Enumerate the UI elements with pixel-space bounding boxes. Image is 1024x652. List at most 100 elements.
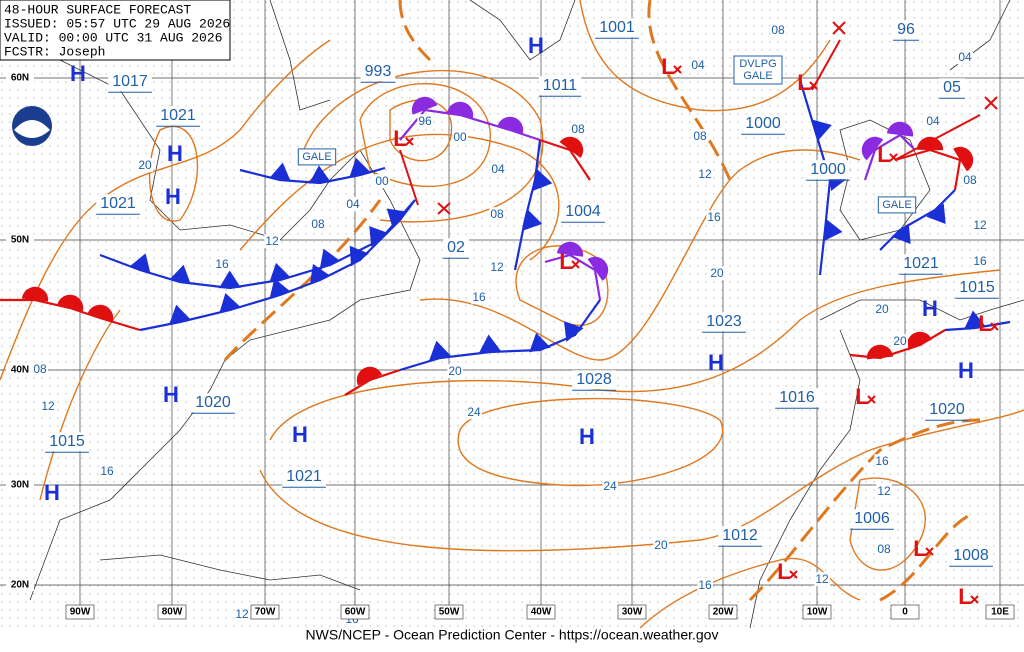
low-center: L — [855, 384, 868, 409]
header-line: FCSTR: Joseph — [4, 44, 105, 59]
pressure-label-box — [96, 194, 140, 214]
isobar-label: 20 — [710, 266, 724, 280]
low-center: L — [913, 536, 926, 561]
isobar-label: 16 — [100, 464, 114, 478]
isobar-label: 20 — [875, 302, 889, 316]
pressure-label: 1020 — [929, 401, 965, 418]
high-center: H — [44, 480, 60, 505]
warning-label: GALE — [743, 70, 772, 82]
longitude-label: 40W — [531, 607, 552, 618]
longitude-label: 60W — [345, 607, 366, 618]
pressure-label: 1017 — [112, 73, 148, 90]
pressure-label-box — [925, 400, 969, 420]
isobar-label: 16 — [215, 257, 229, 271]
longitude-label: 30W — [622, 607, 643, 618]
isobar-label: 16 — [472, 290, 486, 304]
low-center: L — [797, 70, 810, 95]
longitude-label-bg — [340, 604, 370, 620]
pressure-label: 02 — [447, 239, 465, 256]
pressure-label: 1015 — [49, 433, 85, 450]
warning-box — [297, 148, 337, 166]
pressure-label: 1020 — [195, 394, 231, 411]
isobar-label-bg — [972, 254, 988, 269]
isobar-label: 16 — [973, 254, 987, 268]
isobar-label: 96 — [418, 114, 432, 128]
isobar-label: 24 — [603, 479, 617, 493]
noaa-logo — [12, 106, 52, 146]
isobar-label-bg — [892, 334, 908, 349]
pressure-label: 1028 — [576, 371, 612, 388]
isobar-label-bg — [264, 234, 280, 249]
longitude-label: 50W — [439, 607, 460, 618]
low-x — [970, 595, 979, 604]
pressure-label-box — [775, 388, 819, 408]
pressure-label-box — [538, 76, 582, 96]
isobar-label: 08 — [311, 217, 325, 231]
low-x — [990, 322, 999, 331]
isobar-label: 00 — [375, 174, 389, 188]
low-x — [809, 81, 818, 90]
isobar-label-bg — [471, 290, 487, 305]
fronts — [0, 79, 1011, 396]
latitude-label-bg — [6, 364, 34, 376]
pressure-label: 1000 — [745, 115, 781, 132]
pressure-label: 1006 — [854, 510, 890, 527]
isobar-label: 20 — [654, 538, 668, 552]
isobar-label: 20 — [138, 158, 152, 172]
longitude-label-bg — [890, 604, 920, 620]
pressure-label-box — [955, 278, 999, 298]
pressure-label: 1008 — [953, 547, 989, 564]
isobar-label-bg — [40, 399, 56, 414]
isobar-label-bg — [489, 207, 505, 222]
pressure-label: 993 — [365, 63, 392, 80]
isobar-label: 08 — [877, 542, 891, 556]
isobar-label-bg — [447, 364, 463, 379]
low-x — [867, 395, 876, 404]
longitude-label-bg — [617, 604, 647, 620]
high-center: H — [528, 33, 544, 58]
warning-label: GALE — [882, 199, 911, 211]
longitude-label: 20W — [713, 607, 734, 618]
isobar-label-bg — [770, 23, 786, 38]
low-x — [673, 65, 682, 74]
high-center: H — [163, 382, 179, 407]
low-x — [571, 260, 580, 269]
isobar-label-bg — [137, 158, 153, 173]
isobar-label: 04 — [346, 197, 360, 211]
isobar-label-bg — [957, 50, 973, 65]
isobar-label: 16 — [707, 210, 721, 224]
warning-box — [877, 196, 917, 214]
high-center: H — [292, 422, 308, 447]
pressure-label: 05 — [943, 79, 961, 96]
pressure-label-box — [939, 78, 965, 98]
low-x — [925, 547, 934, 556]
longitude-label-bg — [802, 604, 832, 620]
high-center: H — [165, 184, 181, 209]
warning-label: DVLPG — [739, 58, 776, 70]
isobar-label-bg — [692, 129, 708, 144]
isobar-label-bg — [653, 538, 669, 553]
pressure-label-box — [282, 467, 326, 487]
header-line: 48-HOUR SURFACE FORECAST — [4, 2, 191, 17]
isobar-label-bg — [876, 542, 892, 557]
pressure-label-box — [741, 114, 785, 134]
pressure-label: 1004 — [565, 203, 601, 220]
isobar-label: 08 — [33, 362, 47, 376]
pressure-label-box — [156, 106, 200, 126]
isobar-label: 12 — [265, 234, 279, 248]
isobar-label-bg — [972, 218, 988, 233]
pressure-label: 1011 — [543, 77, 578, 94]
isobar-label-bg — [706, 210, 722, 225]
high-center: H — [167, 141, 183, 166]
longitude-label: 70W — [255, 607, 276, 618]
pressure-label: 1001 — [599, 19, 635, 36]
isobar-label: 00 — [453, 130, 467, 144]
pressure-label: 1023 — [706, 313, 742, 330]
isobar-label: 12 — [698, 167, 712, 181]
header-box — [0, 0, 231, 61]
latitude-label: 50N — [11, 235, 29, 246]
isobar-label: 08 — [771, 23, 785, 37]
labels: 1017 1021 1021 993 1001 1011 1004 1000 1000 96 05 1… — [6, 18, 1015, 627]
isobar-label-bg — [570, 122, 586, 137]
